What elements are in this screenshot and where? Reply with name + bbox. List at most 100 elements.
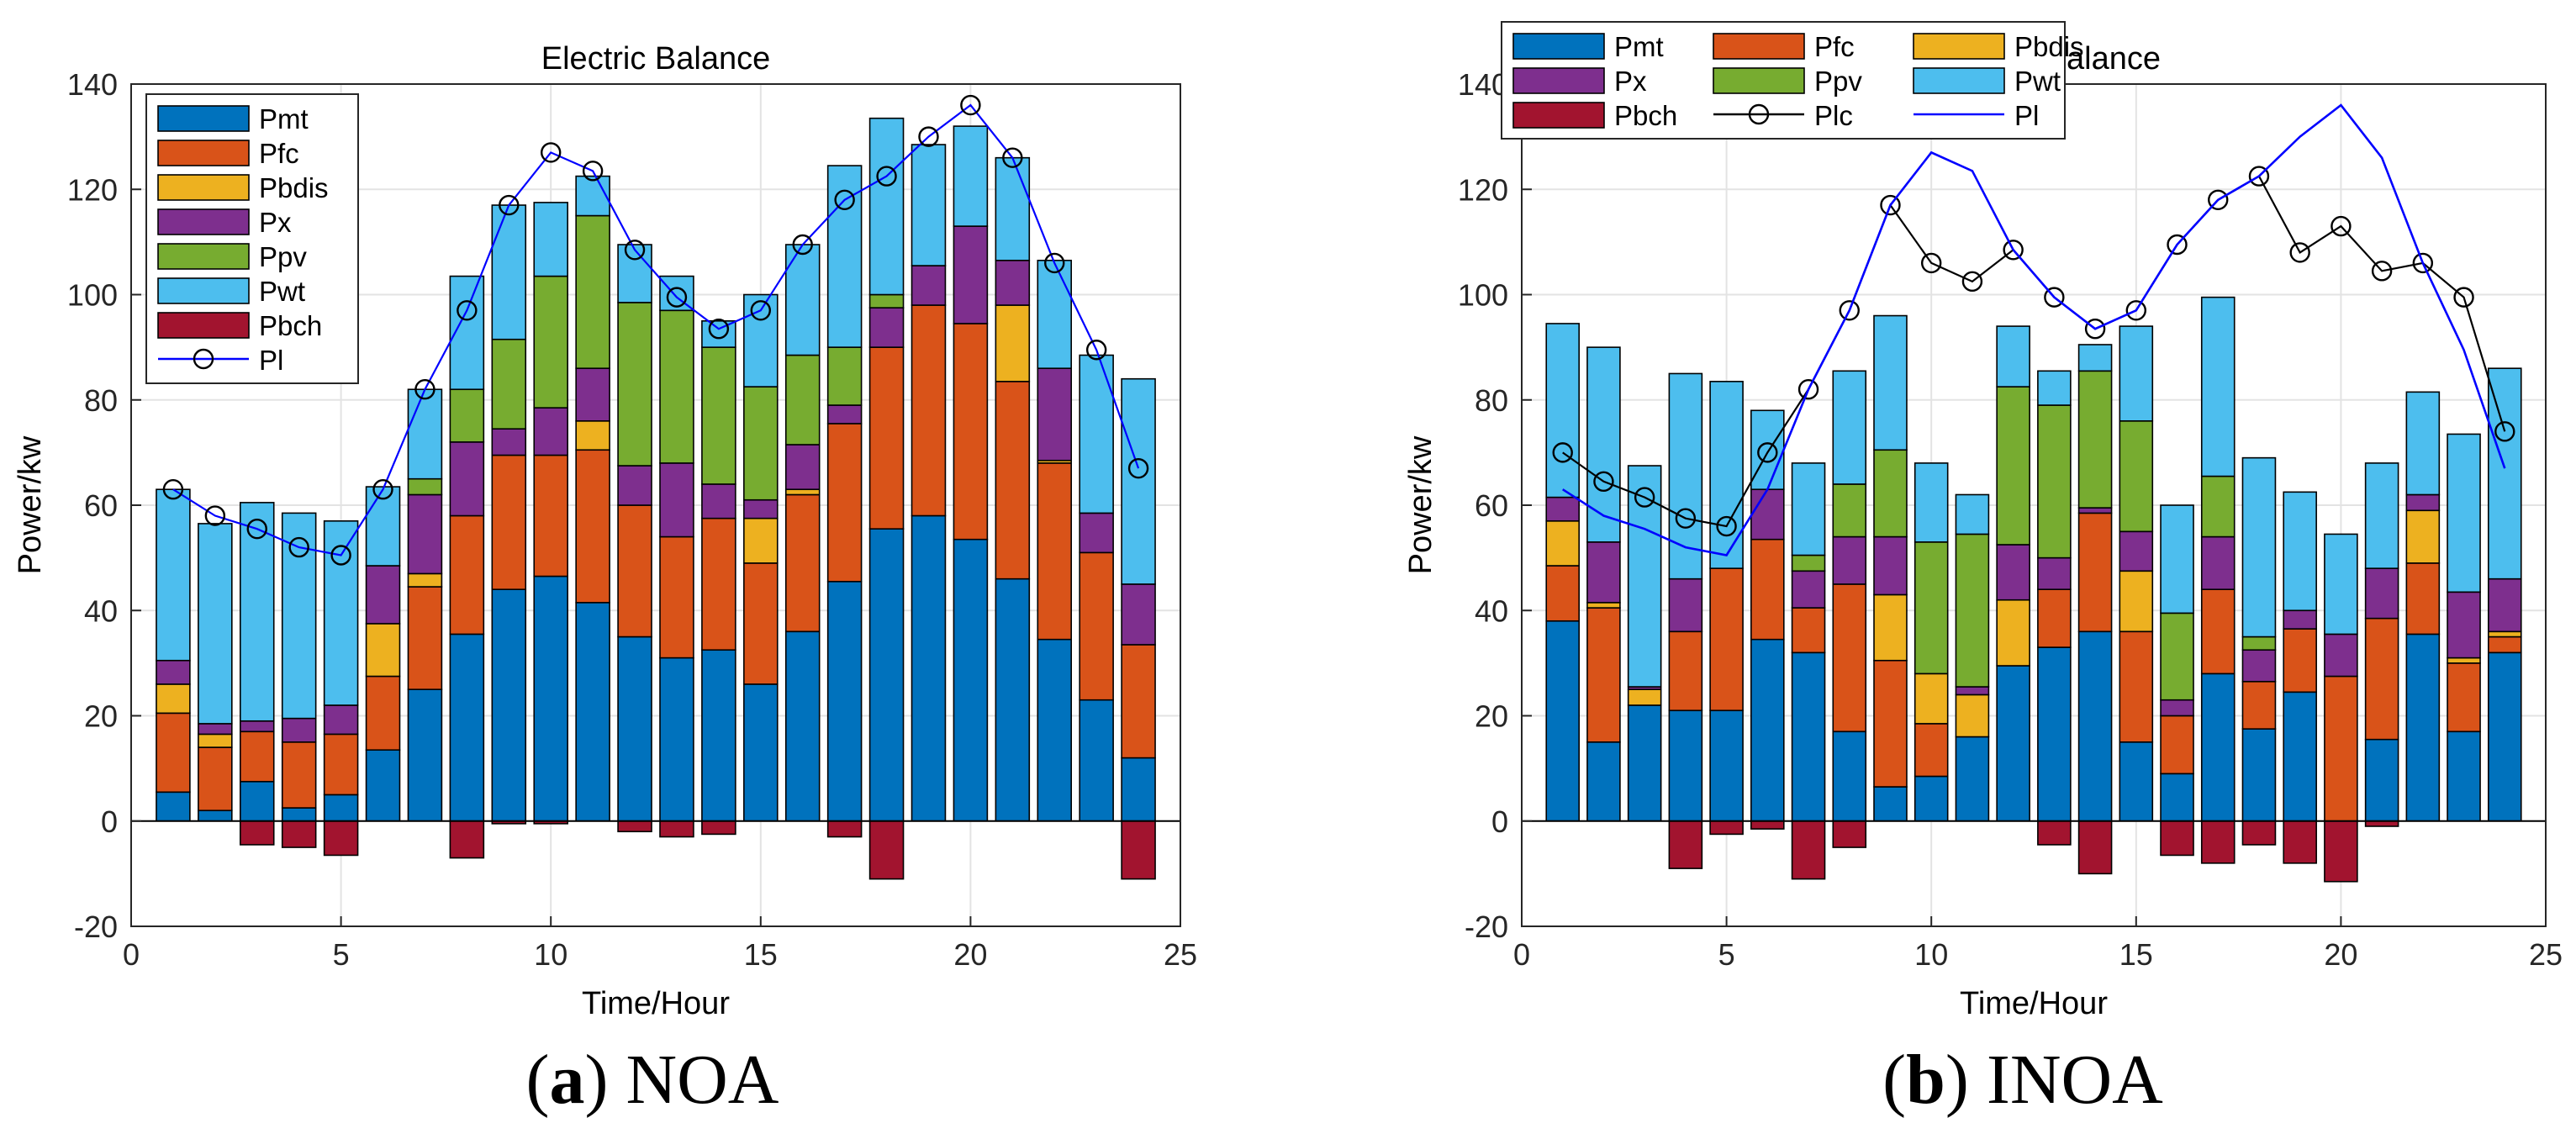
c0-marker-pl-5 [330,545,351,566]
c0-legend-label-ppv: Ppv [259,241,307,272]
c0-bar-pmt-7 [407,688,443,822]
c1-legend-label-pbdis: Pbdis [2014,31,2084,62]
c1-bar-pfc-20 [2324,675,2358,822]
c1-bar-pwt-16 [2160,504,2194,614]
c0-bar-pmt-21 [995,577,1031,822]
c0-ytick-label-0: -20 [74,910,118,944]
c1-marker-plc-21 [2371,261,2393,282]
c1-bar-pbch-16 [2160,820,2194,857]
c0-bar-pbdis-1 [156,683,191,715]
c1-bar-pfc-8 [1832,583,1867,733]
c0-bar-pmt-6 [365,749,401,822]
c0-bar-pmt-12 [617,635,652,822]
c1-bar-ppv-13 [2037,404,2072,559]
c0-bar-ppv-13 [659,309,694,464]
c0-bar-pbdis-11 [575,419,610,451]
c1-bar-pmt-8 [1832,730,1867,822]
c1-bar-pmt-23 [2447,730,2481,822]
c0-bar-px-18 [868,307,905,348]
c0-bar-px-23 [1079,512,1114,554]
c1-bar-px-18 [2241,649,2277,683]
c0-bar-pfc-14 [701,517,736,651]
c1-bar-pmt-9 [1873,786,1908,822]
c0-bar-px-6 [365,565,401,625]
c0-bar-pfc-10 [533,454,568,577]
c0-bar-pmt-4 [281,807,317,822]
c0-bar-pbch-14 [701,820,736,836]
c1-xtick-label-2: 10 [1914,937,1948,972]
c1-legend-label-px: Px [1614,66,1647,97]
c1-marker-plc-7 [1797,379,1819,400]
c1-ytick-label-7: 120 [1458,172,1508,207]
c1-bar-pbdis-15 [2119,570,2154,633]
c1-marker-plc-23 [2453,287,2474,308]
c0-bar-px-19 [911,265,947,306]
c0-bar-pmt-11 [575,602,610,822]
c1-bar-pmt-6 [1750,638,1785,822]
c1-bar-pbdis-12 [1996,599,2030,667]
c0-bar-px-16 [784,444,821,491]
c0-bar-pbdis-21 [995,304,1031,382]
c1-ytick-label-2: 20 [1475,699,1508,734]
c1-xtick-label-5: 25 [2529,937,2563,972]
c1-bar-pwt-8 [1832,370,1867,485]
c0-bar-pbch-18 [868,820,905,880]
c0-legend-swatch-pfc [157,140,250,166]
c0-bar-px-2 [198,723,233,736]
c1-bar-px-14 [2077,507,2113,514]
c1-marker-plc-12 [2003,240,2024,261]
c1-bar-pwt-21 [2364,462,2399,569]
c0-bar-pmt-18 [868,528,905,822]
c0-bar-pfc-15 [743,562,779,685]
c0-bar-pwt-4 [281,512,317,720]
c0-bar-pfc-1 [156,712,191,794]
c1-bar-ppv-16 [2160,612,2194,701]
c0-bar-pwt-17 [826,165,863,348]
c1-bar-pbdis-9 [1873,593,1908,662]
c0-bar-pbch-17 [826,820,863,838]
c0-bar-px-4 [281,717,317,743]
c0-bar-ppv-12 [617,302,652,467]
c0-bar-px-5 [323,704,359,736]
c0-marker-pl-8 [457,300,478,321]
c0-bar-pfc-8 [449,514,485,635]
c0-bar-px-17 [826,404,863,424]
c0-marker-pl-11 [582,161,604,182]
c0-legend-label-px: Px [259,207,292,238]
c1-bar-pmt-4 [1668,709,1703,822]
c1-legend-swatch-pwt [1913,67,2005,94]
caption-b-text: INOA [1986,1041,2163,1119]
c1-bar-pwt-1 [1545,323,1581,498]
c0-bar-px-20 [953,225,989,324]
c1-bar-pfc-2 [1586,607,1621,743]
c0-bar-pwt-7 [407,388,443,480]
c1-bar-pmt-7 [1791,651,1826,822]
c1-bar-pmt-15 [2119,741,2154,822]
c0-bar-px-3 [239,720,275,733]
c1-marker-plc-20 [2331,215,2352,237]
c1-bar-pbch-4 [1668,820,1703,869]
c0-bar-pfc-5 [323,733,359,796]
c1-marker-plc-16 [2167,234,2188,256]
c1-bar-px-20 [2324,633,2358,678]
c1-legend-swatch-pbdis [1913,33,2005,60]
c1-bar-pfc-17 [2200,588,2236,675]
c0-bar-ppv-14 [701,346,736,485]
c0-marker-pl-10 [541,142,562,163]
c1-bar-ppv-12 [1996,386,2030,546]
c1-bar-pmt-10 [1914,775,1949,822]
c0-xtick-label-2: 10 [534,937,567,972]
c0-marker-pl-22 [1044,252,1065,274]
c0-bar-pfc-9 [491,454,527,590]
c0-xtick-label-5: 25 [1164,937,1197,972]
c0-legend-swatch-px [157,208,250,235]
c1-bar-pbch-14 [2077,820,2113,875]
c1-bar-pmt-3 [1627,704,1662,822]
c0-bar-px-8 [449,441,485,517]
c0-marker-pl-24 [1127,457,1149,479]
c0-bar-pwt-18 [868,117,905,296]
c0-ytick-label-7: 120 [67,172,118,207]
c0-bar-ppv-18 [868,293,905,308]
c1-bar-ppv-14 [2077,370,2113,509]
